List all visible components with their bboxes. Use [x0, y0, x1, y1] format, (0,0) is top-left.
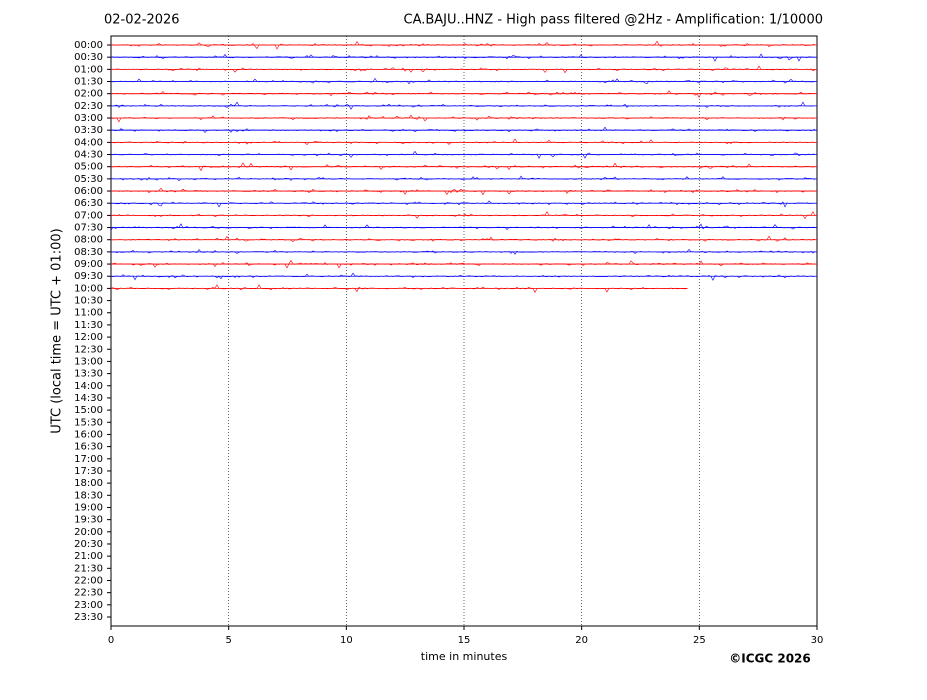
y-tick-label: 06:00 [74, 186, 103, 197]
y-tick-label: 18:00 [74, 478, 103, 489]
y-tick-label: 13:00 [74, 356, 103, 367]
trace-noise [110, 65, 816, 74]
trace-noise [110, 90, 816, 98]
y-tick-label: 18:30 [74, 490, 103, 501]
trace-noise [110, 284, 688, 294]
y-tick-label: 05:30 [74, 174, 103, 185]
y-tick-label: 02:00 [74, 89, 103, 100]
y-tick-label: 10:00 [74, 283, 103, 294]
y-tick-label: 22:30 [74, 588, 103, 599]
y-tick-label: 10:30 [74, 296, 103, 307]
y-tick-label: 04:00 [74, 137, 103, 148]
y-tick-label: 17:30 [74, 466, 103, 477]
x-tick-label: 0 [108, 635, 114, 646]
trace-noise [110, 40, 816, 50]
y-tick-label: 07:00 [74, 210, 103, 221]
y-tick-label: 12:00 [74, 332, 103, 343]
x-tick-label: 30 [811, 635, 824, 646]
y-tick-label: 08:30 [74, 247, 103, 258]
y-tick-label: 17:00 [74, 454, 103, 465]
y-tick-label: 02:30 [74, 101, 103, 112]
y-tick-label: 13:30 [74, 369, 103, 380]
trace-noise [110, 272, 816, 281]
y-tick-label: 05:00 [74, 162, 103, 173]
y-tick-label: 11:00 [74, 308, 103, 319]
chart-title: CA.BAJU..HNZ - High pass filtered @2Hz -… [404, 13, 824, 28]
y-tick-label: 16:30 [74, 442, 103, 453]
trace-noise [110, 235, 816, 242]
y-tick-label: 03:00 [74, 113, 103, 124]
y-tick-label: 21:00 [74, 551, 103, 562]
trace-noise [110, 101, 816, 110]
y-tick-label: 14:30 [74, 393, 103, 404]
y-tick-label: 00:00 [74, 40, 103, 51]
y-tick-label: 08:00 [74, 235, 103, 246]
y-tick-label: 23:30 [74, 612, 103, 623]
y-tick-label: 19:30 [74, 515, 103, 526]
x-tick-label: 25 [693, 635, 706, 646]
y-tick-label: 01:30 [74, 77, 103, 88]
trace-noise [110, 223, 816, 231]
trace-noise [110, 138, 816, 146]
y-tick-label: 04:30 [74, 150, 103, 161]
y-tick-label: 19:00 [74, 502, 103, 513]
y-tick-label: 07:30 [74, 223, 103, 234]
y-tick-label: 12:30 [74, 344, 103, 355]
trace-noise [110, 175, 816, 182]
trace-noise [110, 259, 816, 269]
y-tick-label: 16:00 [74, 429, 103, 440]
y-tick-label: 00:30 [74, 52, 103, 63]
trace-noise [110, 187, 816, 196]
date: 02-02-2026 [104, 13, 180, 28]
y-tick-label: 23:00 [74, 600, 103, 611]
y-tick-label: 09:00 [74, 259, 103, 270]
x-tick-label: 20 [575, 635, 588, 646]
y-tick-label: 22:00 [74, 575, 103, 586]
trace-noise [110, 114, 816, 123]
trace-noise [110, 150, 816, 159]
trace-noise [111, 126, 816, 133]
trace-noise [110, 200, 816, 208]
y-tick-label: 20:30 [74, 539, 103, 550]
y-tick-label: 15:30 [74, 417, 103, 428]
y-tick-label: 20:00 [74, 527, 103, 538]
y-tick-label: 03:30 [74, 125, 103, 136]
trace-noise [110, 162, 816, 172]
trace-noise [110, 53, 816, 62]
x-tick-label: 15 [458, 635, 471, 646]
y-tick-label: 14:00 [74, 381, 103, 392]
x-tick-label: 10 [340, 635, 353, 646]
y-axis-label: UTC (local time = UTC + 01:00) [50, 228, 65, 433]
y-tick-label: 11:30 [74, 320, 103, 331]
y-tick-label: 21:30 [74, 563, 103, 574]
x-axis-label: time in minutes [421, 650, 508, 663]
trace-noise [110, 77, 816, 85]
y-tick-label: 15:00 [74, 405, 103, 416]
trace-noise [110, 248, 816, 255]
credit: ©ICGC 2026 [729, 652, 811, 666]
y-tick-label: 01:00 [74, 64, 103, 75]
x-tick-label: 5 [225, 635, 231, 646]
y-tick-label: 09:30 [74, 271, 103, 282]
trace-noise [110, 211, 816, 220]
y-tick-label: 06:30 [74, 198, 103, 209]
